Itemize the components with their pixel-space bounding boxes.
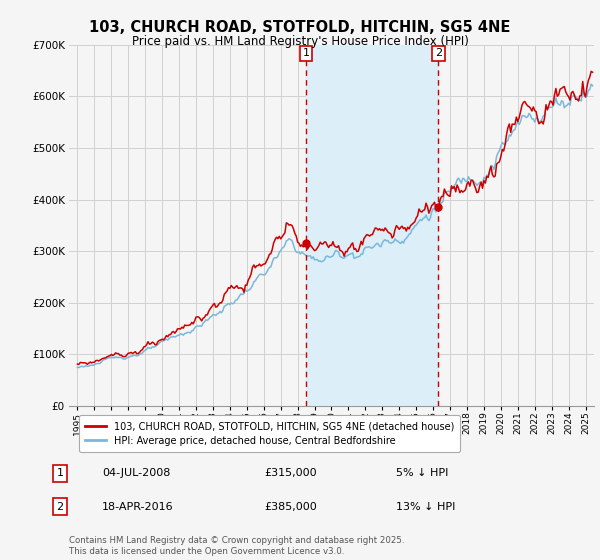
Text: 1: 1 (302, 48, 310, 58)
Text: 18-APR-2016: 18-APR-2016 (102, 502, 173, 512)
Text: 103, CHURCH ROAD, STOTFOLD, HITCHIN, SG5 4NE: 103, CHURCH ROAD, STOTFOLD, HITCHIN, SG5… (89, 20, 511, 35)
Text: £385,000: £385,000 (264, 502, 317, 512)
Text: 5% ↓ HPI: 5% ↓ HPI (396, 468, 448, 478)
Text: 2: 2 (56, 502, 64, 512)
Bar (306, 45, 438, 406)
Legend: 103, CHURCH ROAD, STOTFOLD, HITCHIN, SG5 4NE (detached house), HPI: Average pric: 103, CHURCH ROAD, STOTFOLD, HITCHIN, SG5… (79, 415, 460, 452)
Text: 2: 2 (434, 48, 442, 58)
Text: 04-JUL-2008: 04-JUL-2008 (102, 468, 170, 478)
Text: £315,000: £315,000 (264, 468, 317, 478)
Text: Contains HM Land Registry data © Crown copyright and database right 2025.
This d: Contains HM Land Registry data © Crown c… (69, 536, 404, 556)
Text: Price paid vs. HM Land Registry's House Price Index (HPI): Price paid vs. HM Land Registry's House … (131, 35, 469, 48)
Text: 1: 1 (56, 468, 64, 478)
Text: 13% ↓ HPI: 13% ↓ HPI (396, 502, 455, 512)
